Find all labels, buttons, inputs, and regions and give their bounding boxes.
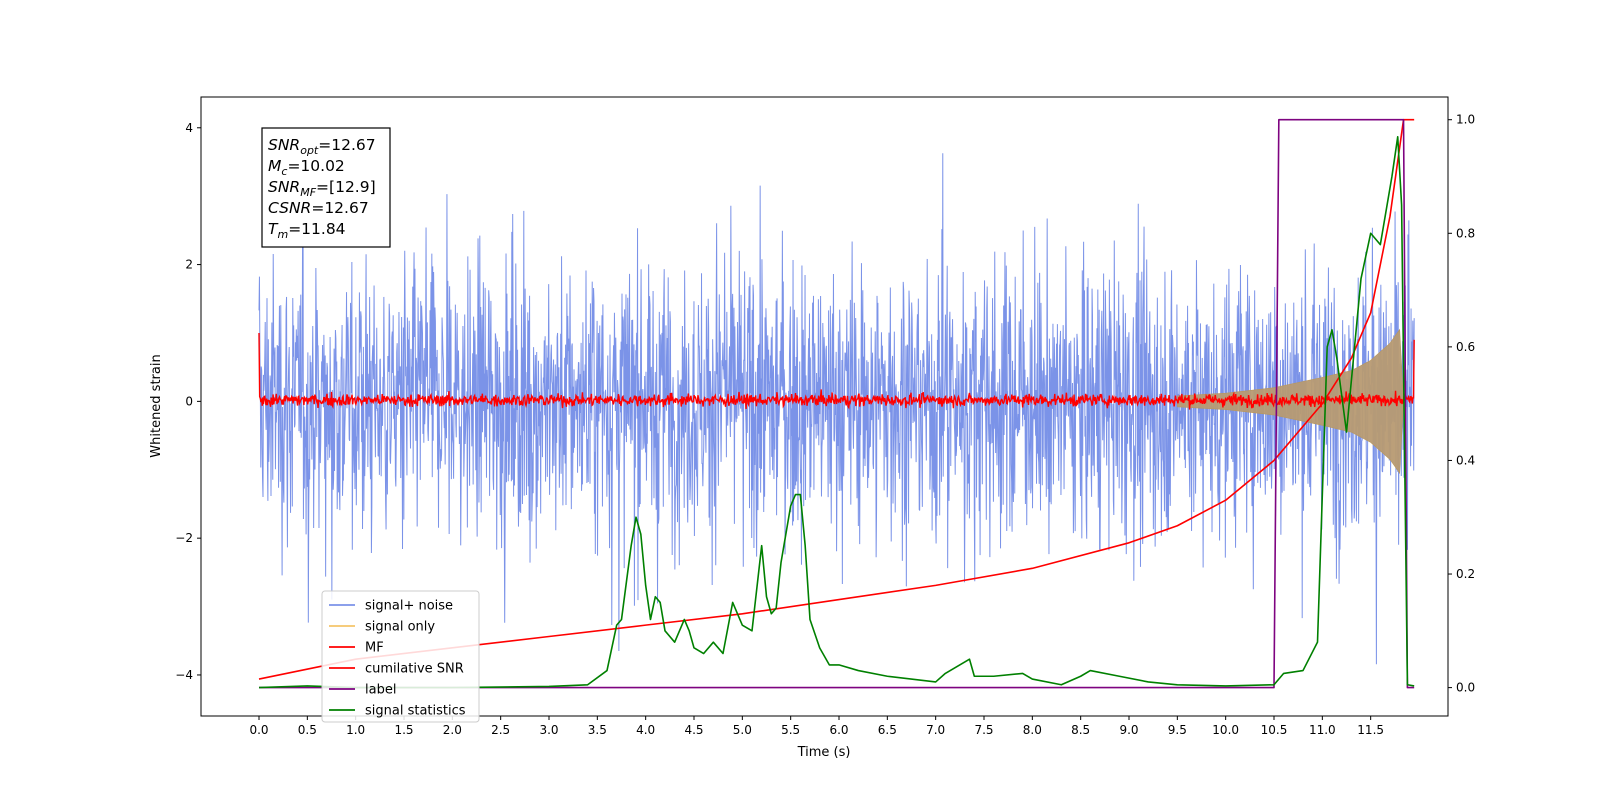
x-tick-label: 5.0 bbox=[733, 723, 752, 737]
y-tick-label-right: 0.2 bbox=[1456, 567, 1475, 581]
annotation-frame bbox=[261, 127, 391, 248]
x-tick-label: 0.0 bbox=[249, 723, 268, 737]
x-tick-label: 10.5 bbox=[1261, 723, 1288, 737]
x-tick-label: 8.5 bbox=[1071, 723, 1090, 737]
legend-frame bbox=[321, 590, 480, 723]
x-tick-label: 1.0 bbox=[346, 723, 365, 737]
legend-label: signal statistics bbox=[365, 704, 466, 719]
series-mf bbox=[258, 332, 1415, 410]
legend-label: label bbox=[365, 683, 396, 698]
y-tick-label-left: −2 bbox=[175, 531, 193, 545]
x-tick-label: 9.5 bbox=[1168, 723, 1187, 737]
x-tick-label: 7.0 bbox=[926, 723, 945, 737]
x-axis: 0.0 0.5 1.0 1.5 2.0 2.5 3.0 3.5 4.0 4.5 5.0 5.5 6.0 6… bbox=[249, 716, 1384, 737]
x-tick-label: 10.0 bbox=[1212, 723, 1239, 737]
y-tick-label-left: −4 bbox=[175, 668, 193, 682]
annotation-line: CSNR=12.67 bbox=[268, 199, 369, 217]
x-tick-label: 9.0 bbox=[1119, 723, 1138, 737]
x-tick-label: 3.5 bbox=[588, 723, 607, 737]
x-tick-label: 8.0 bbox=[1023, 723, 1042, 737]
legend-label: cumilative SNR bbox=[365, 662, 464, 677]
y-tick-label-left: 4 bbox=[185, 121, 193, 135]
legend: signal+ noise signal only MF cumilative SNR… bbox=[321, 590, 480, 723]
y-axis-left: −4 −2 0 2 4 bbox=[175, 121, 201, 682]
series-label bbox=[259, 118, 1415, 689]
x-tick-label: 6.0 bbox=[829, 723, 848, 737]
legend-label: MF bbox=[365, 641, 384, 656]
x-tick-label: 1.5 bbox=[394, 723, 413, 737]
x-tick-label: 4.5 bbox=[684, 723, 703, 737]
annotation-box: SNRopt=12.67Mc=10.02SNRMF=[12.9]CSNR=12.… bbox=[261, 127, 391, 248]
annotation-line: SNRMF=[12.9] bbox=[268, 178, 376, 199]
x-tick-label: 4.0 bbox=[636, 723, 655, 737]
x-tick-label: 11.0 bbox=[1309, 723, 1336, 737]
x-tick-label: 7.5 bbox=[974, 723, 993, 737]
legend-label: signal+ noise bbox=[365, 599, 453, 614]
x-tick-label: 5.5 bbox=[781, 723, 800, 737]
annotation-line: SNRopt=12.67 bbox=[268, 136, 376, 157]
annotation-line: Mc=10.02 bbox=[268, 157, 345, 178]
y-tick-label-right: 1.0 bbox=[1456, 113, 1475, 127]
x-tick-label: 0.5 bbox=[298, 723, 317, 737]
y-tick-label-right: 0.6 bbox=[1456, 340, 1475, 354]
y-axis-label-left: Whitened strain bbox=[149, 354, 164, 457]
y-tick-label-right: 0.0 bbox=[1456, 681, 1475, 695]
x-tick-label: 2.0 bbox=[443, 723, 462, 737]
y-tick-label-right: 0.8 bbox=[1456, 226, 1475, 240]
y-tick-label-left: 0 bbox=[185, 394, 193, 408]
x-tick-label: 3.0 bbox=[539, 723, 558, 737]
x-axis-label: Time (s) bbox=[797, 745, 851, 760]
series-signal-noise bbox=[258, 153, 1415, 665]
y-tick-label-left: 2 bbox=[185, 258, 193, 272]
annotation-line: Tm=11.84 bbox=[268, 220, 346, 241]
series-cumulative-snr bbox=[258, 118, 1415, 680]
x-tick-label: 11.5 bbox=[1357, 723, 1384, 737]
y-tick-label-right: 0.4 bbox=[1456, 453, 1475, 467]
y-axis-right: 0.0 0.2 0.4 0.6 0.8 1.0 bbox=[1448, 113, 1475, 695]
x-tick-label: 6.5 bbox=[878, 723, 897, 737]
x-tick-label: 2.5 bbox=[491, 723, 510, 737]
series-signal-statistics bbox=[258, 135, 1415, 689]
series-layer bbox=[258, 118, 1415, 689]
plot-frame bbox=[200, 96, 1449, 717]
legend-label: signal only bbox=[365, 620, 435, 635]
